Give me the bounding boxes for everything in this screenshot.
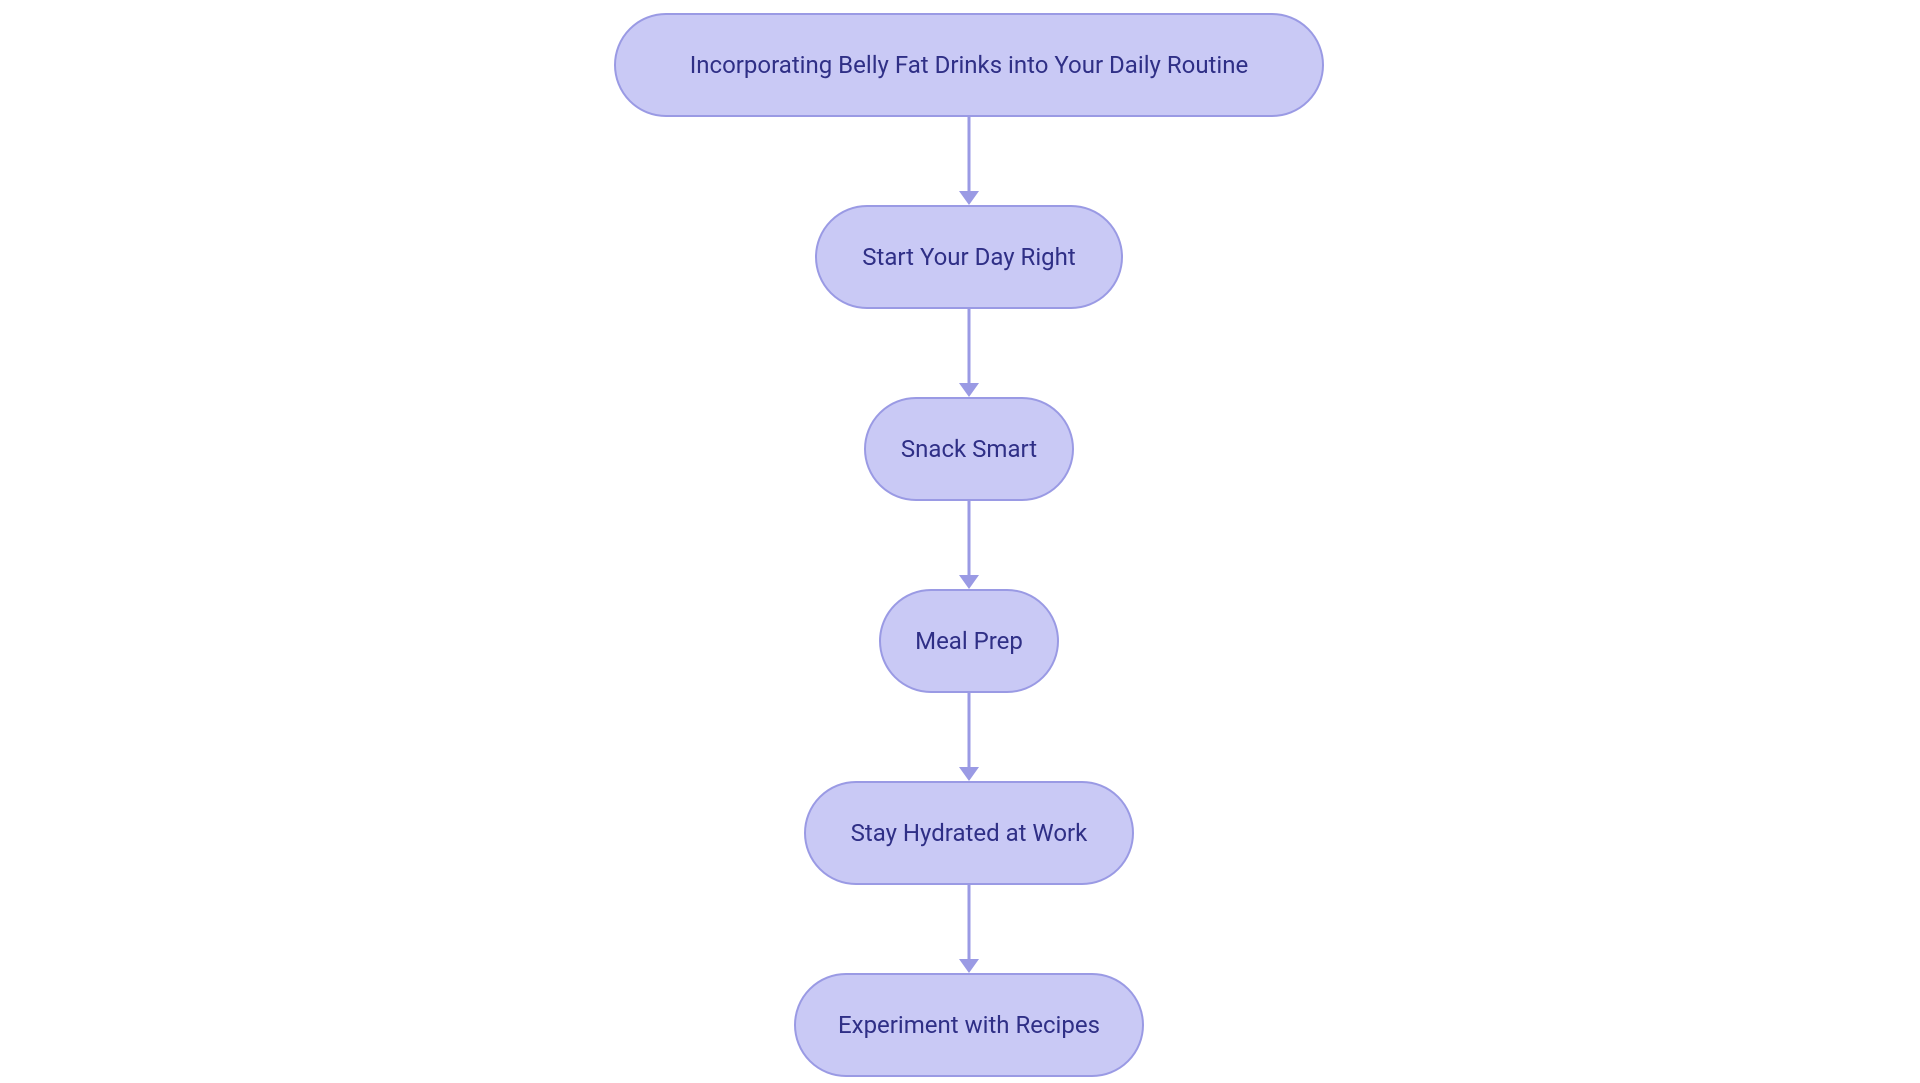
flowchart-arrow-head (959, 383, 979, 397)
flowchart-node-label: Start Your Day Right (862, 243, 1075, 271)
flowchart-node-label: Incorporating Belly Fat Drinks into Your… (690, 51, 1248, 79)
flowchart-arrow (968, 885, 971, 959)
flowchart-node-label: Snack Smart (901, 435, 1037, 463)
flowchart-node-label: Experiment with Recipes (838, 1011, 1100, 1039)
flowchart-arrow-head (959, 767, 979, 781)
flowchart-node: Meal Prep (879, 589, 1059, 693)
flowchart-arrow (968, 117, 971, 191)
flowchart-node: Start Your Day Right (815, 205, 1123, 309)
flowchart-arrow-head (959, 191, 979, 205)
flowchart-arrow (968, 501, 971, 575)
flowchart-arrow-head (959, 959, 979, 973)
flowchart-node: Experiment with Recipes (794, 973, 1144, 1077)
flowchart-node: Snack Smart (864, 397, 1074, 501)
flowchart-node: Stay Hydrated at Work (804, 781, 1134, 885)
flowchart-node-label: Meal Prep (915, 627, 1023, 655)
flowchart-arrow-head (959, 575, 979, 589)
flowchart-arrow (968, 693, 971, 767)
flowchart-node-label: Stay Hydrated at Work (851, 819, 1088, 847)
flowchart-arrow (968, 309, 971, 383)
flowchart-canvas: Incorporating Belly Fat Drinks into Your… (0, 0, 1920, 1083)
flowchart-node: Incorporating Belly Fat Drinks into Your… (614, 13, 1324, 117)
